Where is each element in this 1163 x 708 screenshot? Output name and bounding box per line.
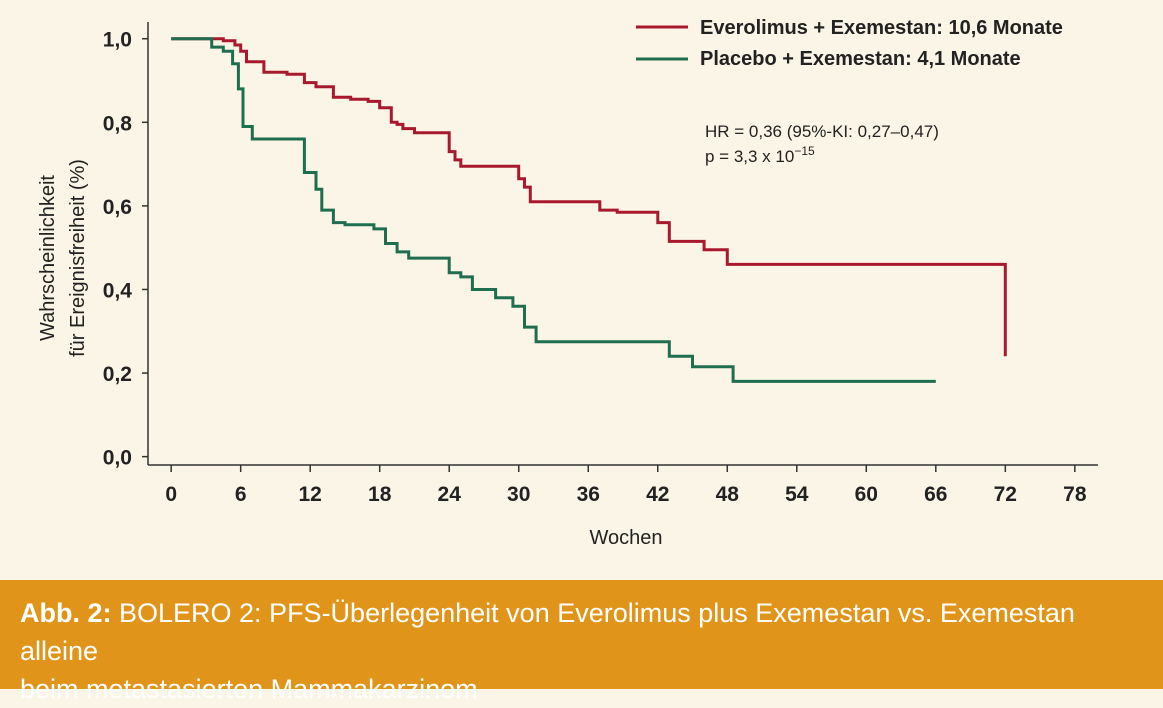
y-tick-label: 0,8	[103, 112, 133, 135]
x-tick-label: 60	[855, 483, 878, 506]
x-tick-label: 12	[299, 483, 322, 506]
x-tick-label: 72	[994, 483, 1017, 506]
x-tick-label: 66	[924, 483, 947, 506]
x-tick-label: 54	[785, 483, 809, 506]
x-tick-label: 48	[716, 483, 740, 506]
y-axis-title-line2: für Ereignisfreiheit (%)	[67, 159, 89, 357]
x-tick-label: 42	[646, 483, 669, 506]
x-axis-title: Wochen	[589, 527, 662, 549]
series-line-everolimus	[171, 37, 1007, 357]
survival-chart: 0 6 12 18 24 30 36 42 48 54 60 66 72 78 0,0 0,2 0,4 0,6 0,…	[37, 17, 1098, 549]
y-tick-label: 0,4	[103, 279, 133, 302]
p-value-annotation: p = 3,3 x 10−15	[705, 144, 815, 166]
p-value-base: p = 3,3 x 10	[705, 147, 794, 166]
y-axis-title: Wahrscheinlichkeit für Ereignisfreiheit …	[37, 159, 89, 357]
y-tick-label: 0,0	[103, 447, 132, 470]
axes: 0 6 12 18 24 30 36 42 48 54 60 66 72 78 0,0 0,2 0,4 0,6 0,…	[103, 22, 1098, 506]
hazard-ratio-annotation: HR = 0,36 (95%-KI: 0,27–0,47)	[705, 122, 939, 141]
y-tick-label: 1,0	[103, 29, 132, 52]
figure-caption: Abb. 2: BOLERO 2: PFS-Überlegenheit von …	[0, 580, 1163, 704]
caption-label: Abb. 2:	[20, 598, 112, 628]
x-tick-label: 36	[577, 483, 600, 506]
legend: Everolimus + Exemestan: 10,6 Monate Plac…	[636, 17, 1063, 70]
legend-label-placebo: Placebo + Exemestan: 4,1 Monate	[700, 48, 1021, 70]
chart-area: 0 6 12 18 24 30 36 42 48 54 60 66 72 78 0,0 0,2 0,4 0,6 0,…	[37, 17, 1098, 549]
caption-line-2: beim metastasierten Mammakarzinom	[20, 674, 478, 704]
series-layer	[171, 37, 1007, 383]
y-tick-label: 0,6	[103, 196, 132, 219]
x-tick-label: 18	[368, 483, 392, 506]
legend-label-everolimus: Everolimus + Exemestan: 10,6 Monate	[700, 17, 1063, 39]
x-tick-label: 78	[1063, 483, 1087, 506]
x-tick-label: 30	[507, 483, 530, 506]
p-value-exponent: −15	[794, 144, 815, 158]
x-tick-label: 0	[165, 483, 177, 506]
caption-line-1: Abb. 2: BOLERO 2: PFS-Überlegenheit von …	[20, 594, 1143, 670]
y-axis-title-line1: Wahrscheinlichkeit	[37, 175, 59, 341]
x-tick-label: 24	[438, 483, 462, 506]
series-line-placebo	[171, 37, 936, 383]
x-tick-label: 6	[235, 483, 247, 506]
y-tick-label: 0,2	[103, 363, 132, 386]
caption-text-1: BOLERO 2: PFS-Überlegenheit von Everolim…	[20, 598, 1075, 666]
